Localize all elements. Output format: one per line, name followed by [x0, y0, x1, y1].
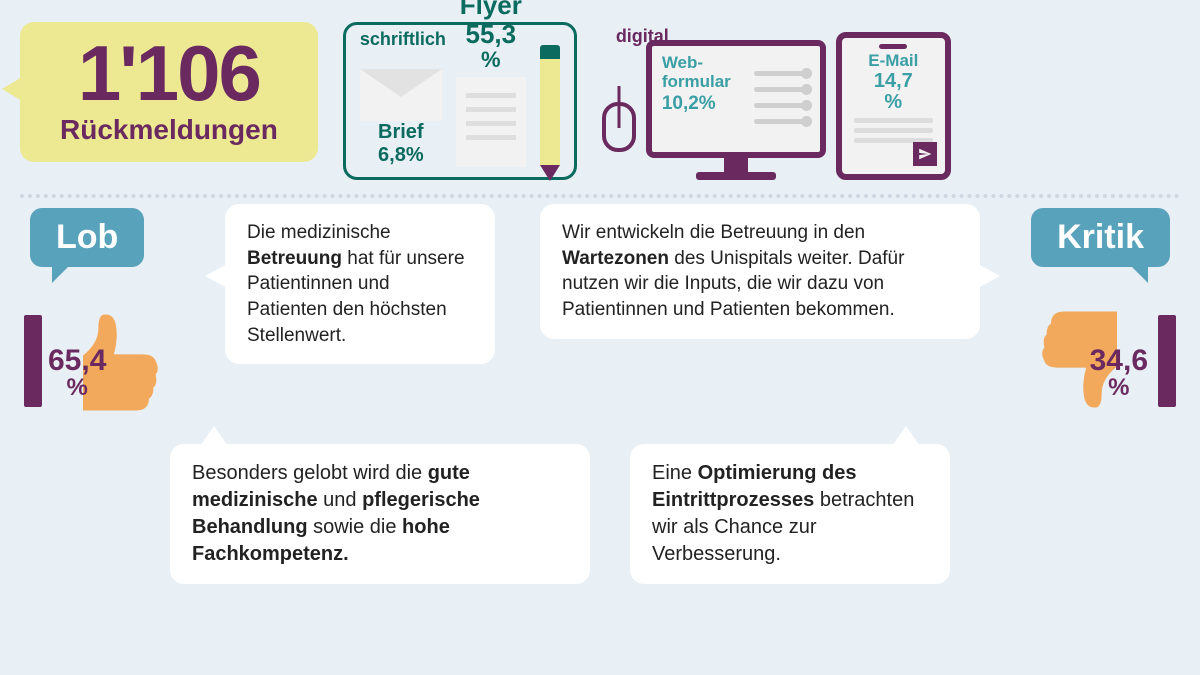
flyer-pct-unit: % [456, 47, 526, 73]
pencil-icon [540, 45, 560, 165]
kritik-percentage: 34,6% [1090, 346, 1148, 400]
schriftlich-panel: schriftlich Brief 6,8% Flyer 55,3 % [343, 22, 577, 180]
lob-bar [24, 315, 42, 407]
feedback-count-number: 1'106 [60, 34, 278, 112]
phone-lines-icon [850, 118, 937, 143]
kritik-bar [1158, 315, 1176, 407]
digital-panel: digital Web- formular 10,2% E-Mail 14,7% [602, 22, 951, 180]
quote-bubble-fachkompetenz: Besonders gelobt wird die gute medizinis… [170, 444, 590, 584]
flyer-pct: 55,3 [456, 21, 526, 47]
kritik-speech-bubble: Kritik [1031, 208, 1170, 267]
email-label: E-Mail [850, 51, 937, 71]
flyer-item: Flyer 55,3 % [456, 0, 526, 167]
slider-decoration-icon [754, 60, 810, 135]
bottom-section: Lob Kritik 65,4% 34,6% Die medizinische … [0, 198, 1200, 638]
brief-pct: 6,8% [360, 144, 442, 167]
lob-percentage: 65,4% [48, 346, 106, 400]
mouse-icon [602, 102, 636, 152]
brief-name: Brief [360, 121, 442, 144]
lob-speech-bubble: Lob [30, 208, 144, 267]
top-row: 1'106 Rückmeldungen schriftlich Brief 6,… [0, 0, 1200, 180]
quote-bubble-eintritt: Eine Optimierung des Eintrittprozesses b… [630, 444, 950, 584]
send-icon [913, 142, 937, 166]
monitor-icon: Web- formular 10,2% [646, 40, 826, 180]
feedback-count-box: 1'106 Rückmeldungen [20, 22, 318, 162]
schriftlich-label: schriftlich [360, 29, 446, 50]
quote-bubble-betreuung: Die medizinische Betreuung hat für unser… [225, 204, 495, 364]
feedback-count-label: Rückmeldungen [60, 114, 278, 146]
paper-icon [456, 77, 526, 167]
brief-item: Brief 6,8% [360, 63, 442, 167]
email-pct: 14,7% [850, 71, 937, 113]
phone-icon: E-Mail 14,7% [836, 32, 951, 180]
quote-bubble-wartezonen: Wir entwickeln die Betreuung in den Wart… [540, 204, 980, 339]
flyer-name: Flyer [456, 0, 526, 21]
envelope-icon [360, 69, 442, 121]
